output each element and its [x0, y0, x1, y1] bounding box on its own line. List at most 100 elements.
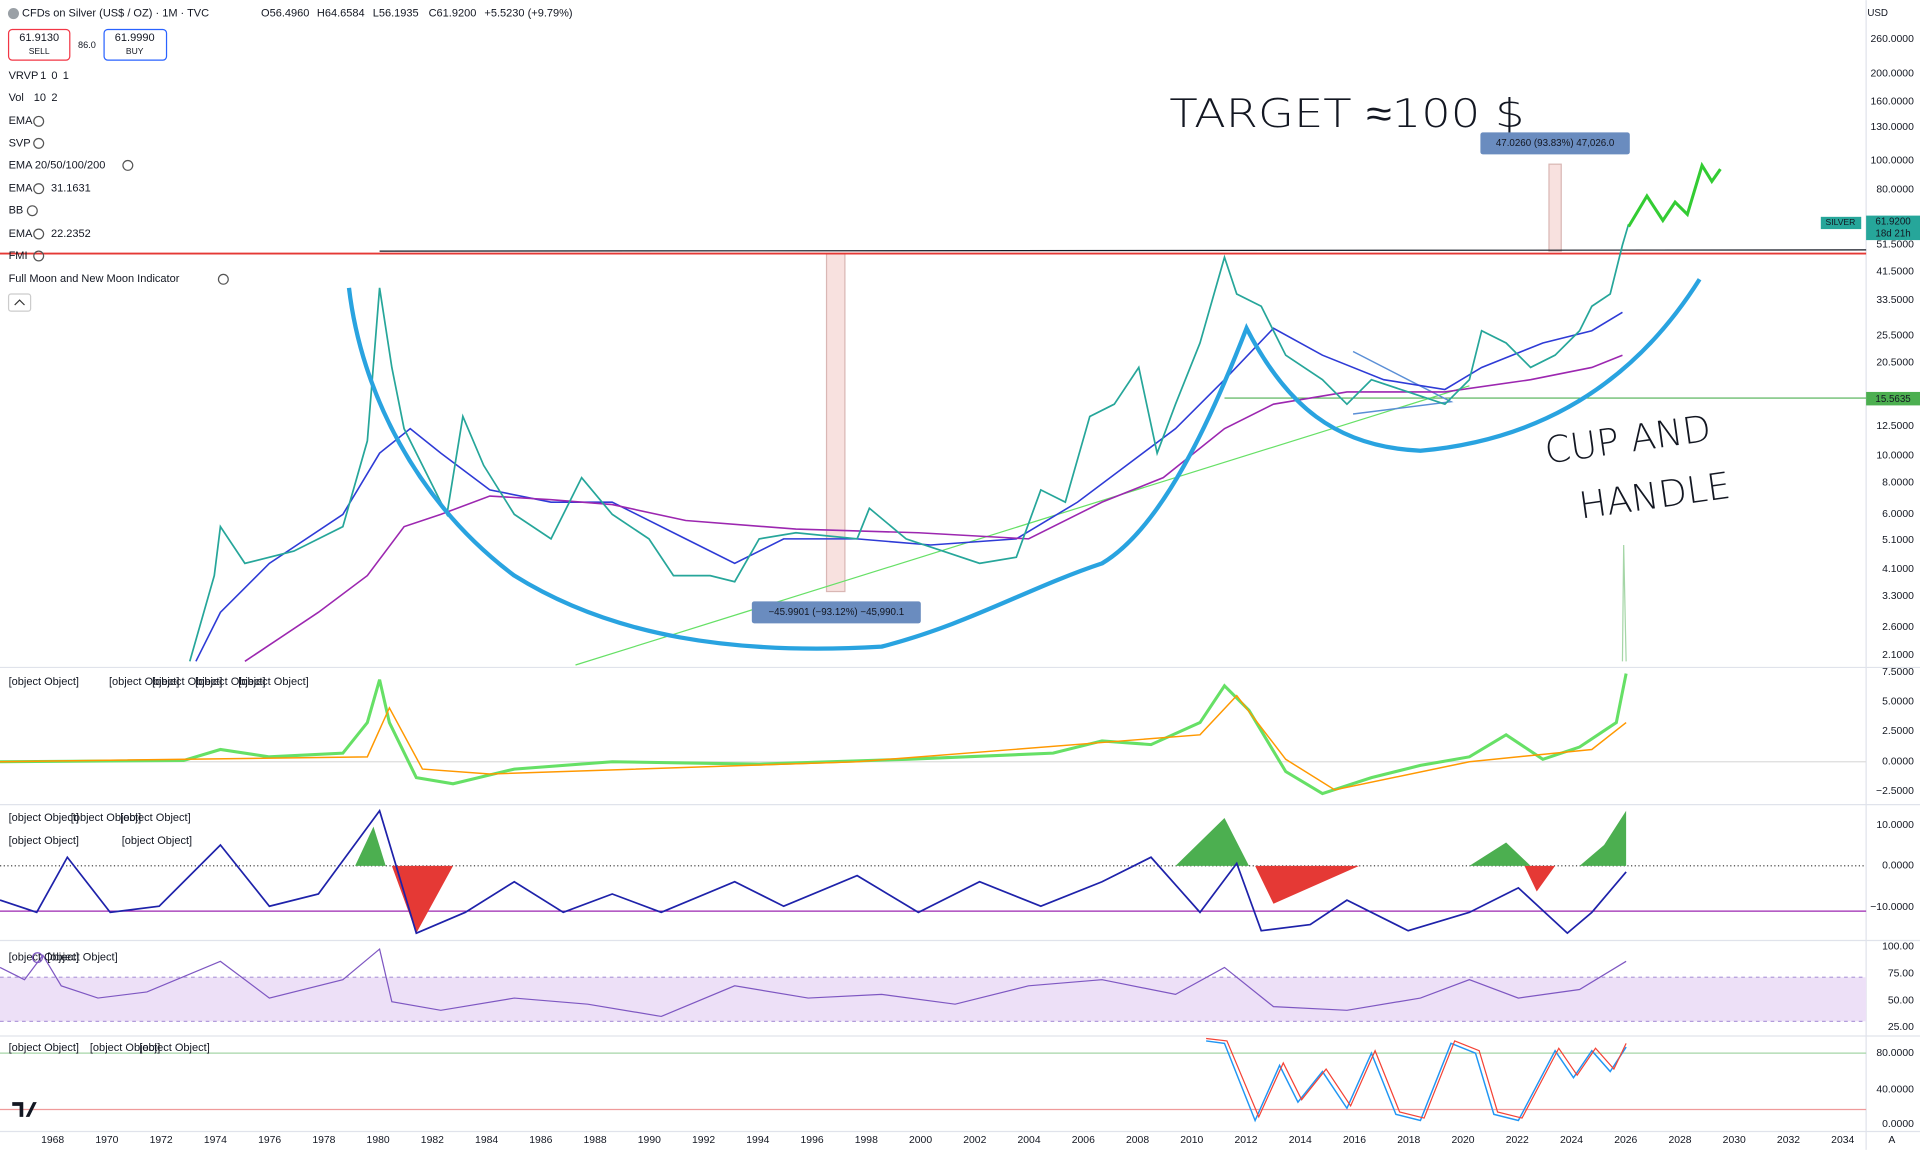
visibility-icon[interactable] — [217, 273, 229, 285]
ohlc: L56.1935 — [373, 7, 419, 19]
sell-button[interactable] — [7, 28, 71, 61]
time-tick: 1974 — [204, 1135, 227, 1146]
price-tick: 41.5000 — [1876, 267, 1914, 278]
time-tick: 2028 — [1668, 1135, 1691, 1146]
ohlc: O56.4960 — [261, 7, 309, 19]
pane-legend: [object Object] — [90, 1042, 160, 1054]
time-tick: 2034 — [1831, 1135, 1854, 1146]
visibility-icon[interactable] — [33, 250, 45, 262]
price-tick: 20.5000 — [1876, 357, 1914, 368]
time-tick: 1984 — [475, 1135, 498, 1146]
time-tick: 2018 — [1397, 1135, 1420, 1146]
signal-line — [0, 694, 1627, 791]
settings-icon[interactable] — [31, 952, 43, 964]
last-price: 61.9200 — [1875, 216, 1911, 227]
time-tick: 2006 — [1072, 1135, 1095, 1146]
collapse-icon — [14, 299, 25, 306]
collapse-button[interactable] — [7, 293, 32, 312]
ohlc: H64.6584 — [317, 7, 365, 19]
time-tick: 1986 — [529, 1135, 552, 1146]
pane-legend: [object Object] — [9, 952, 79, 964]
time-tick: 1976 — [258, 1135, 281, 1146]
pane-legend: [object Object] — [9, 812, 79, 824]
macd-line — [0, 673, 1628, 796]
visibility-icon[interactable] — [33, 183, 45, 195]
price-tick: 2.6000 — [1882, 622, 1914, 633]
tv-logo — [12, 1102, 37, 1117]
legend-value: 0 — [51, 70, 57, 82]
dss-k — [1206, 1040, 1627, 1123]
visibility-icon[interactable] — [33, 137, 45, 149]
visibility-icon[interactable] — [122, 159, 134, 171]
legend-name: VRVP — [9, 70, 39, 82]
price-line — [188, 223, 1630, 662]
time-tick: 1978 — [312, 1135, 335, 1146]
pane-tick: −2.5000 — [1876, 786, 1914, 797]
time-tick: 2020 — [1451, 1135, 1474, 1146]
visibility-icon[interactable] — [26, 205, 38, 217]
visibility-icon[interactable] — [33, 115, 45, 127]
price-tick: 3.3000 — [1882, 591, 1914, 602]
time-tick: 2030 — [1723, 1135, 1746, 1146]
price-tick: 80.0000 — [1876, 185, 1914, 196]
pane-legend: [object Object] — [195, 676, 265, 688]
time-tick: 2012 — [1234, 1135, 1257, 1146]
measure-down-text: −45.9901 (−93.12%) −45,990.1 — [768, 607, 904, 618]
neckline — [379, 249, 1867, 252]
buy-label: BUY — [126, 46, 144, 56]
legend-value: 2 — [51, 92, 57, 104]
pane-legend: [object Object] — [9, 676, 79, 688]
legend-name: FMI — [9, 250, 28, 262]
time-tick: 2010 — [1180, 1135, 1203, 1146]
measure-down-box — [825, 252, 846, 593]
level-tag — [1866, 391, 1920, 406]
pane-tick: 5.0000 — [1882, 696, 1914, 707]
ohlc: C61.9200 — [429, 7, 477, 19]
corner: A — [1888, 1135, 1895, 1146]
trend-line — [575, 385, 1470, 666]
price-tick: 10.0000 — [1876, 450, 1914, 461]
projection — [1627, 161, 1722, 228]
price-tick: 2.1000 — [1882, 650, 1914, 661]
price-tick: 33.5000 — [1876, 295, 1914, 306]
dss-d — [1206, 1037, 1627, 1119]
measure-up-label — [1480, 132, 1630, 155]
price-tick: 51.5000 — [1876, 240, 1914, 251]
rsi-band — [0, 977, 1867, 1022]
price-tick: 8.0000 — [1882, 477, 1914, 488]
pane-tick: −10.0000 — [1870, 902, 1914, 913]
pane-legend: [object Object] — [9, 1042, 79, 1054]
legend-name: EMA — [9, 115, 34, 127]
sell-price: 61.9130 — [19, 32, 59, 44]
legend-name: Full Moon and New Moon Indicator — [9, 273, 180, 285]
level-price: 15.5635 — [1875, 394, 1911, 405]
price-tick: 260.0000 — [1871, 34, 1915, 45]
pane-legend: [object Object] — [47, 952, 117, 964]
pane-tick: 7.5000 — [1882, 667, 1914, 678]
time-tick: 1994 — [746, 1135, 769, 1146]
price-tick: 100.0000 — [1871, 155, 1915, 166]
sell-label: SELL — [29, 46, 50, 56]
legend-name: Vol — [9, 92, 24, 104]
legend-value: 31.1631 — [51, 183, 91, 195]
time-tick: 1998 — [855, 1135, 878, 1146]
time-tick: 1990 — [638, 1135, 661, 1146]
visibility-icon[interactable] — [33, 228, 45, 240]
time-tick: 2032 — [1777, 1135, 1800, 1146]
pane-tick: 50.00 — [1888, 995, 1914, 1006]
pane-legend: [object Object] — [109, 676, 179, 688]
time-tick: 2024 — [1560, 1135, 1583, 1146]
price-tick: 4.1000 — [1882, 564, 1914, 575]
symbol: CFDs on Silver (US$ / OZ) · 1M · TVC — [22, 7, 209, 19]
pane-tick: 2.5000 — [1882, 726, 1914, 737]
price-tick: 160.0000 — [1871, 96, 1915, 107]
pane-legend: [object Object] — [122, 835, 192, 847]
time-tick: 2002 — [963, 1135, 986, 1146]
legend-value: 10 — [34, 92, 46, 104]
buy-button[interactable] — [103, 28, 168, 61]
pennant — [1352, 350, 1454, 415]
symbol-tag — [1820, 216, 1862, 230]
